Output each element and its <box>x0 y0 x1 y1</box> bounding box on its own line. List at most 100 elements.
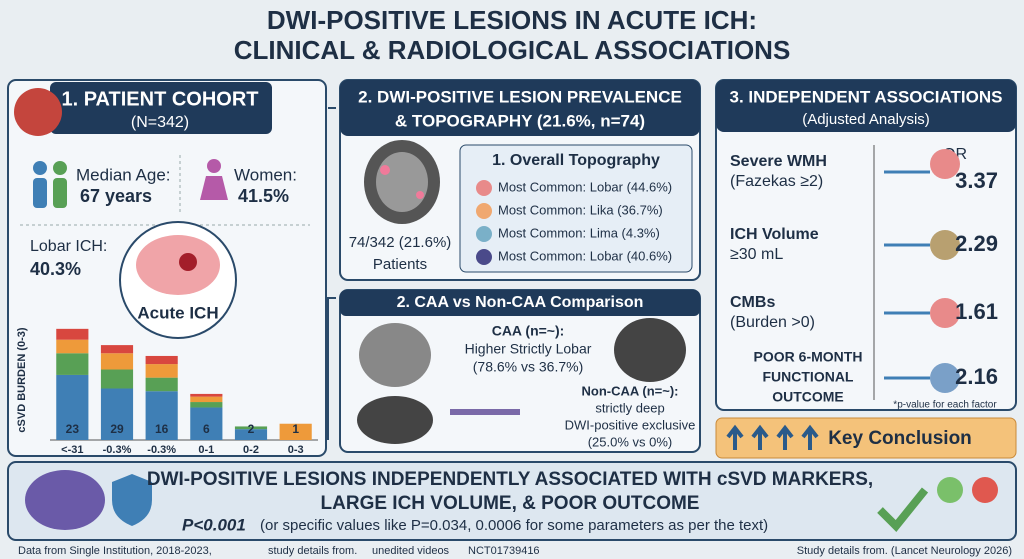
topography-box <box>459 144 693 273</box>
summary: LARGE ICH VOLUME, & POOR OUTCOME <box>321 493 700 514</box>
odds-ratio: 1.61 <box>955 299 998 324</box>
x-tick-label: <-31 <box>61 444 83 456</box>
title: CLINICAL & RADIOLOGICAL ASSOCIATIONS <box>234 35 791 65</box>
lesion <box>380 165 390 175</box>
person-icon <box>33 161 47 175</box>
topography-item: Most Common: Lima (4.3%) <box>498 225 660 240</box>
panel-title: 3. INDEPENDENT ASSOCIATIONS <box>730 87 1003 106</box>
brain-icon <box>136 235 220 295</box>
p-note: (or specific values like P=0.034, 0.0006… <box>260 517 768 534</box>
bleed-icon <box>179 253 197 271</box>
person-icon <box>200 176 228 200</box>
arrows-icon <box>726 424 819 450</box>
factor-icon <box>930 363 960 393</box>
item-icon <box>476 180 492 196</box>
person-icon <box>207 159 221 173</box>
footer-item: Data from Single Institution, 2018-2023, <box>18 545 212 557</box>
data-label: 2 <box>248 422 255 436</box>
factor-label: ICH Volume <box>730 226 819 243</box>
data-label: 6 <box>203 422 210 436</box>
footer-item: Study details from. (Lancet Neurology 20… <box>797 545 1012 557</box>
bar-segment <box>145 377 178 392</box>
topography-item: Most Common: Lobar (40.6%) <box>498 248 672 263</box>
panel-header <box>340 80 700 136</box>
person-icon <box>53 161 67 175</box>
data-label: 23 <box>66 422 80 436</box>
stat-value: 67 years <box>80 186 152 206</box>
odds-ratio: 3.37 <box>955 168 998 193</box>
face-icon <box>937 477 963 503</box>
center-label: Acute ICH <box>137 303 218 322</box>
item-icon <box>476 226 492 242</box>
data-label: 29 <box>110 422 124 436</box>
factor-label: (Burden >0) <box>730 314 815 331</box>
title: DWI-POSITIVE LESIONS IN ACUTE ICH: <box>267 5 757 35</box>
footer-item: unedited videos <box>372 545 450 557</box>
stat-value: 41.5% <box>238 186 289 206</box>
x-tick-label: 0-3 <box>288 444 304 456</box>
topography-item: Most Common: Lika (36.7%) <box>498 202 663 217</box>
x-tick-label: -0.3% <box>103 444 132 456</box>
brain-scan <box>614 318 686 382</box>
bar-segment <box>56 374 89 440</box>
brain-icon <box>25 470 105 530</box>
count-label: Patients <box>373 256 427 273</box>
noncaa-text: DWI-positive exclusive <box>565 417 696 432</box>
data-label: 16 <box>155 422 169 436</box>
factor-label: CMBs <box>730 294 775 311</box>
bar-segment <box>190 407 223 440</box>
brain-scan <box>376 152 428 212</box>
panel-header <box>50 82 272 134</box>
summary: DWI-POSITIVE LESIONS INDEPENDENTLY ASSOC… <box>147 469 873 490</box>
bar-segment <box>190 396 223 403</box>
check-icon <box>877 487 929 532</box>
topography-item: Most Common: Lobar (44.6%) <box>498 179 672 194</box>
stat-label: Lobar ICH: <box>30 238 107 255</box>
noncaa-text: strictly deep <box>595 400 664 415</box>
factor-label: FUNCTIONAL <box>763 369 854 385</box>
factor-icon <box>930 230 960 260</box>
caa-text: (78.6% vs 36.7%) <box>473 359 584 375</box>
noncaa-text: Non-CAA (n=~): <box>581 383 678 398</box>
factor-label: ≥30 mL <box>730 246 783 263</box>
bar-segment <box>56 353 89 375</box>
noncaa-text: (25.0% vs 0%) <box>588 434 673 449</box>
caa-text: Higher Strictly Lobar <box>465 341 592 357</box>
face-icon <box>972 477 998 503</box>
bar-segment <box>234 429 268 440</box>
bar-segment <box>234 426 268 430</box>
stat-value: 40.3% <box>30 259 81 279</box>
panel-subtitle: (Adjusted Analysis) <box>802 111 930 128</box>
summary-band <box>7 461 1017 541</box>
factor-label: Severe WMH <box>730 153 827 170</box>
panel-header <box>716 80 1016 132</box>
panel-title: 2. DWI-POSITIVE LESION PREVALENCE <box>358 87 682 106</box>
bar-segment <box>190 402 223 408</box>
person-icon <box>53 178 67 208</box>
person-icon <box>33 178 47 208</box>
item-icon <box>476 203 492 219</box>
caa-text: CAA (n=~): <box>492 323 565 339</box>
shield-icon <box>112 474 152 526</box>
bar-segment <box>145 364 178 378</box>
panel-title: & TOPOGRAPHY (21.6%, n=74) <box>395 111 645 130</box>
panel-header <box>340 290 700 316</box>
bar-segment <box>190 393 223 397</box>
bar-segment <box>145 355 178 365</box>
data-label: 1 <box>292 422 299 436</box>
panel-title: 2. CAA vs Non-CAA Comparison <box>397 294 644 311</box>
bar-segment <box>100 369 134 389</box>
panel-title: 1. PATIENT COHORT <box>61 88 258 110</box>
bar-segment <box>100 353 134 370</box>
footer-item: NCT01739416 <box>468 545 540 557</box>
p-value: P<0.001 <box>182 515 246 534</box>
odds-ratio: 2.16 <box>955 364 998 389</box>
bar-segment <box>100 345 134 354</box>
factor-icon <box>930 149 960 179</box>
heart-icon <box>14 88 62 136</box>
count: 74/342 (21.6%) <box>349 234 452 251</box>
x-tick-label: 0-2 <box>243 444 259 456</box>
bar-segment <box>56 339 89 354</box>
item-icon <box>476 249 492 265</box>
